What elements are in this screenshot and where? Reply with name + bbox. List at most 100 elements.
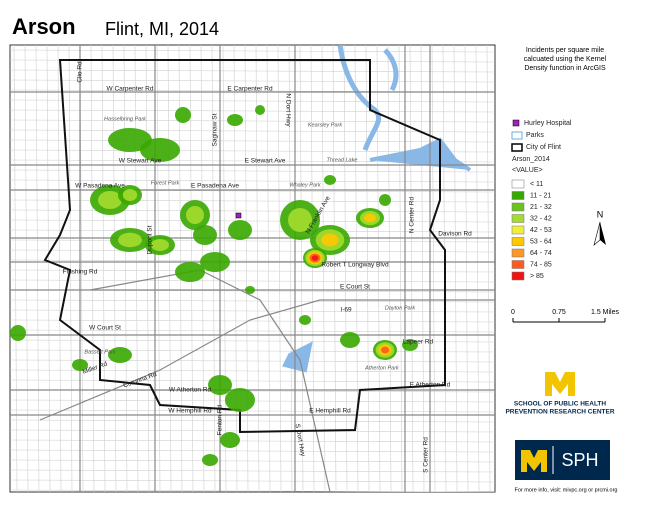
- minor-road: [10, 79, 495, 83]
- class-label: 42 - 53: [530, 227, 552, 234]
- legend-label: Hurley Hospital: [524, 120, 572, 127]
- minor-road: [343, 45, 348, 492]
- minor-road: [10, 249, 495, 253]
- minor-road: [321, 45, 326, 492]
- hotspot: [140, 138, 180, 162]
- title: Arson: [12, 14, 76, 39]
- street-label: Flushing Rd: [63, 269, 98, 276]
- minor-road: [10, 119, 495, 123]
- street-label: Dupont St: [147, 225, 154, 254]
- street-label: E Stewart Ave: [245, 158, 286, 165]
- minor-road: [387, 45, 392, 492]
- subtitle: Flint, MI, 2014: [105, 19, 219, 39]
- parks-swatch: [511, 131, 523, 140]
- legend-layer: Arson_2014: [512, 156, 550, 163]
- footer: For more info, visit: mivpc.org or prcmi…: [515, 487, 618, 493]
- minor-road: [10, 309, 495, 313]
- class-swatch: [511, 214, 525, 223]
- class-swatch: [511, 237, 525, 246]
- scale-label: 0: [511, 309, 515, 316]
- minor-road: [24, 45, 29, 492]
- river: [337, 45, 399, 151]
- note-line: Density function in ArcGIS: [524, 65, 606, 72]
- minor-road: [10, 69, 495, 73]
- minor-road: [10, 469, 495, 473]
- minor-road: [332, 45, 337, 492]
- minor-road: [134, 45, 139, 492]
- minor-road: [101, 45, 106, 492]
- legend-label: Parks: [526, 132, 544, 139]
- minor-road: [10, 369, 495, 373]
- hotspot: [10, 325, 26, 341]
- legend-panel: Incidents per square mile calcuated usin…: [505, 47, 619, 494]
- logo-text: PREVENTION RESEARCH CENTER: [505, 409, 614, 416]
- logo-text: SCHOOL OF PUBLIC HEALTH: [514, 401, 607, 408]
- umich-logo: [545, 372, 575, 396]
- minor-road: [156, 45, 161, 492]
- street-label: E Carpenter Rd: [227, 86, 273, 93]
- hotspot: [364, 213, 376, 223]
- class-label: 74 - 85: [530, 261, 552, 268]
- street-label: W Stewart Ave: [119, 158, 162, 165]
- street-label: W Atherton Rd: [169, 387, 212, 394]
- minor-road: [10, 439, 495, 443]
- class-label: < 11: [530, 181, 543, 188]
- minor-road: [10, 219, 495, 223]
- hotspot: [379, 194, 391, 206]
- minor-road: [10, 49, 495, 53]
- street-label: Fenton Rd: [217, 404, 224, 435]
- map-area: Clio Rd W Carpenter Rd E Carpenter Rd N Dor…: [10, 45, 495, 492]
- street-label: E Atherton Rd: [410, 382, 451, 389]
- scale-label: 1.5 Miles: [591, 309, 620, 316]
- hotspot: [321, 233, 339, 247]
- park-label: Hasselbring Park: [104, 116, 146, 122]
- street-label: E Hemphill Rd: [309, 408, 351, 415]
- legend-classes: < 11 11 - 21 21 - 32 32 - 42 42 - 53 53 - 64 6…: [511, 179, 552, 281]
- hotspot: [381, 346, 389, 354]
- park-label: Dayton Park: [385, 305, 416, 311]
- minor-road: [167, 45, 172, 492]
- street-label: Davison Rd: [438, 231, 472, 238]
- minor-road: [10, 239, 495, 243]
- minor-road: [10, 449, 495, 453]
- hotspot: [311, 255, 319, 261]
- class-swatch: [511, 260, 525, 269]
- north-label: N: [597, 209, 604, 219]
- minor-road: [475, 45, 480, 492]
- hotspot: [245, 286, 255, 294]
- hotspot: [324, 175, 336, 185]
- minor-road: [57, 45, 62, 492]
- hotspot: [186, 206, 204, 224]
- minor-road: [266, 45, 271, 492]
- minor-road: [10, 99, 495, 103]
- legend-field: <VALUE>: [512, 167, 543, 174]
- minor-road: [10, 489, 495, 492]
- hotspot: [118, 232, 142, 248]
- minor-road: [10, 269, 495, 273]
- class-swatch: [511, 179, 525, 189]
- hotspot: [225, 388, 255, 412]
- park-label: Bassett Park: [84, 349, 115, 355]
- street-label: W Pasadena Ave: [75, 183, 125, 190]
- minor-road: [420, 45, 425, 492]
- minor-road: [365, 45, 370, 492]
- minor-road: [10, 329, 495, 333]
- class-label: 32 - 42: [530, 215, 552, 222]
- hotspot: [151, 239, 169, 251]
- minor-road: [398, 45, 403, 492]
- note-line: Incidents per square mile: [526, 47, 604, 54]
- north-arrow: [593, 221, 601, 246]
- street-label: W Hemphill Rd: [168, 408, 212, 415]
- hotspot: [340, 332, 360, 348]
- minor-road: [10, 479, 495, 483]
- hospital-marker: [235, 212, 242, 219]
- minor-road: [409, 45, 414, 492]
- legend-label: City of Flint: [526, 144, 561, 151]
- hotspot: [208, 375, 232, 395]
- minor-road: [10, 109, 495, 113]
- minor-road: [431, 45, 436, 492]
- class-swatch: [511, 191, 525, 200]
- minor-road: [10, 349, 495, 353]
- minor-road: [35, 45, 40, 492]
